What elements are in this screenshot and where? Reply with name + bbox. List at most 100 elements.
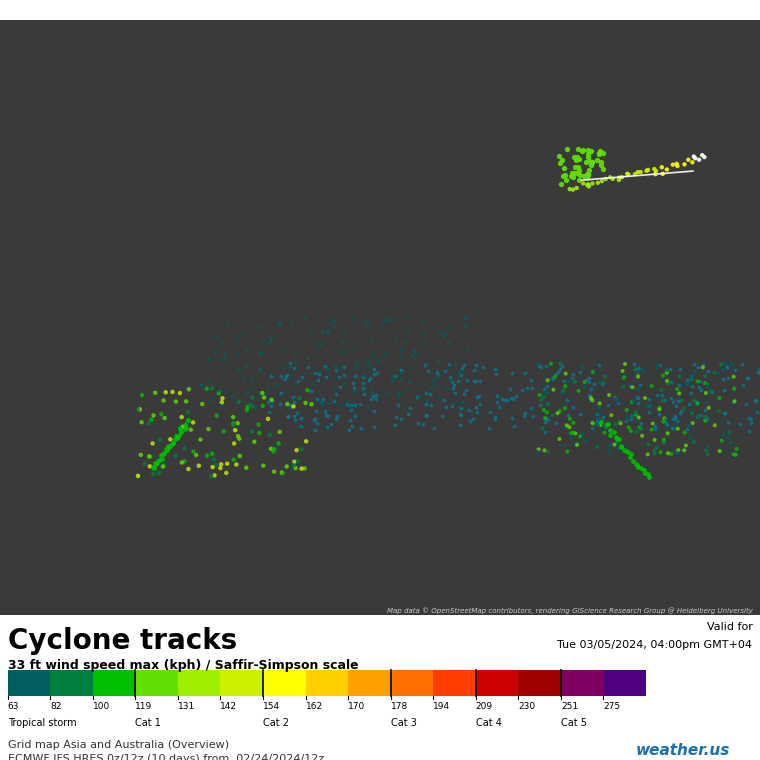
Point: [701, 441, 714, 453]
Point: [743, 425, 755, 437]
Point: [489, 411, 501, 423]
Point: [364, 372, 376, 385]
Point: [453, 366, 465, 378]
Point: [583, 372, 595, 385]
Point: [257, 400, 269, 412]
Point: [147, 461, 159, 473]
Point: [328, 383, 340, 395]
Point: [648, 163, 660, 175]
Point: [204, 353, 216, 365]
Text: Cat 4: Cat 4: [476, 718, 502, 728]
Point: [136, 389, 148, 401]
Point: [470, 375, 482, 387]
Point: [549, 371, 561, 383]
Point: [698, 151, 711, 163]
Point: [615, 417, 627, 429]
Point: [686, 380, 698, 392]
Point: [402, 408, 414, 420]
Text: 33 ft wind speed max (kph) / Saffir-Simpson scale: 33 ft wind speed max (kph) / Saffir-Simp…: [8, 658, 358, 672]
Point: [288, 459, 300, 471]
Point: [311, 393, 323, 405]
Point: [667, 159, 679, 171]
Text: Cat 2: Cat 2: [263, 718, 289, 728]
Point: [361, 356, 373, 369]
Point: [169, 450, 182, 462]
Point: [157, 454, 169, 466]
Point: [214, 383, 226, 395]
Point: [468, 375, 480, 387]
Point: [474, 398, 486, 410]
Point: [567, 401, 579, 413]
Point: [566, 167, 578, 179]
Text: Cat 3: Cat 3: [391, 718, 416, 728]
Point: [190, 449, 202, 461]
Point: [455, 408, 467, 420]
Point: [686, 373, 698, 385]
Point: [425, 381, 437, 393]
Point: [695, 375, 707, 387]
Point: [669, 410, 681, 422]
Point: [708, 367, 720, 379]
Point: [230, 458, 242, 470]
Point: [467, 363, 480, 375]
Point: [471, 391, 483, 403]
Point: [176, 411, 188, 423]
Point: [633, 362, 645, 374]
Point: [330, 364, 342, 376]
Point: [604, 439, 616, 451]
Point: [394, 350, 407, 363]
Point: [692, 397, 704, 410]
Point: [206, 448, 218, 460]
Point: [409, 347, 421, 359]
Point: [319, 405, 331, 417]
Point: [363, 402, 375, 414]
Point: [672, 447, 684, 459]
Point: [461, 343, 473, 355]
Point: [367, 421, 379, 433]
Point: [681, 373, 693, 385]
Point: [648, 445, 660, 457]
Point: [310, 405, 322, 417]
Point: [443, 357, 455, 369]
Point: [170, 395, 182, 407]
Point: [649, 420, 661, 432]
Point: [388, 334, 401, 346]
Point: [504, 383, 516, 395]
Point: [726, 358, 738, 370]
Point: [596, 175, 608, 187]
Point: [540, 412, 552, 424]
Point: [337, 325, 350, 337]
Point: [673, 444, 685, 456]
Point: [654, 404, 666, 416]
Point: [266, 395, 278, 407]
Point: [692, 361, 705, 373]
Point: [585, 392, 597, 404]
Point: [667, 413, 679, 426]
Point: [679, 439, 692, 451]
Point: [240, 359, 252, 372]
Point: [182, 406, 194, 418]
Point: [665, 448, 677, 460]
Point: [322, 410, 334, 422]
Point: [510, 390, 522, 402]
Point: [721, 362, 733, 374]
Point: [586, 157, 598, 169]
Point: [432, 391, 445, 404]
Point: [643, 400, 655, 412]
Point: [535, 394, 547, 406]
Point: [625, 425, 637, 437]
Point: [354, 398, 366, 410]
Point: [149, 387, 161, 399]
Point: [595, 156, 607, 168]
Point: [651, 388, 663, 401]
Point: [279, 373, 291, 385]
Point: [751, 406, 760, 418]
Point: [456, 397, 468, 409]
Point: [539, 416, 551, 429]
Text: Cat 5: Cat 5: [561, 718, 587, 728]
Point: [678, 445, 690, 457]
Point: [656, 161, 668, 173]
Point: [632, 391, 644, 404]
Point: [143, 417, 155, 429]
Point: [606, 173, 619, 185]
